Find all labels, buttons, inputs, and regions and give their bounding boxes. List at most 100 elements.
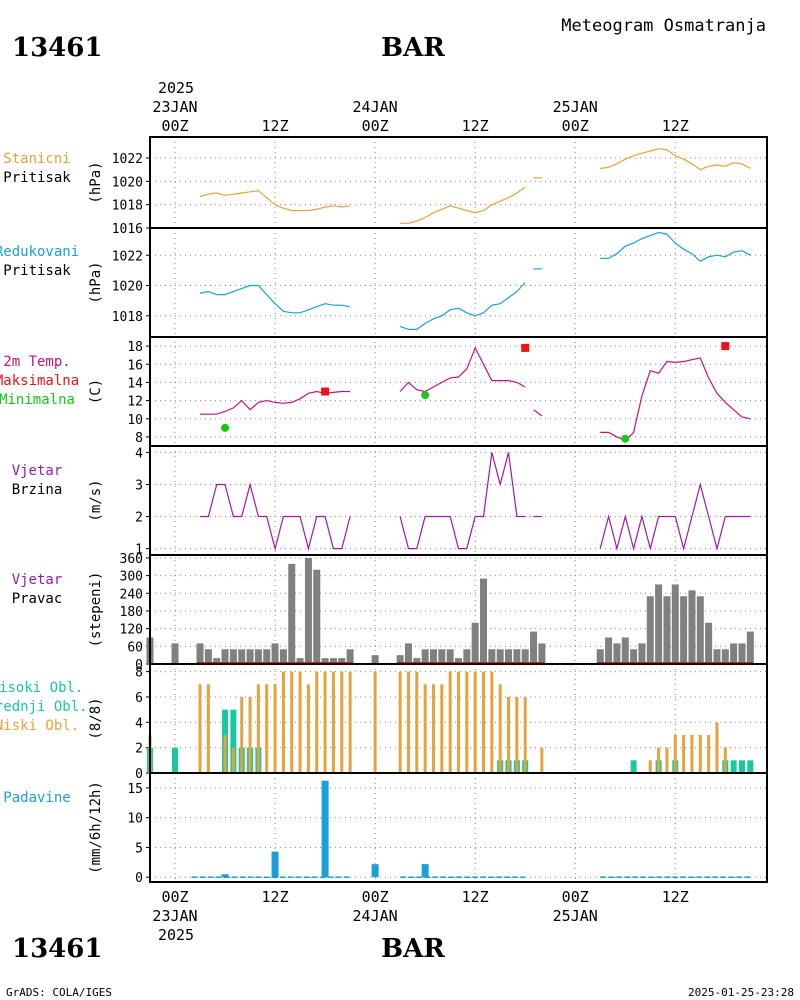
- direction-bar: [738, 643, 746, 664]
- y-tick-label: 10: [127, 812, 143, 827]
- direction-bar: [279, 649, 287, 664]
- direction-bar: [455, 658, 462, 664]
- direction-bar: [304, 557, 312, 664]
- low-cloud-bar: [223, 734, 227, 773]
- panel-7: 0 5 10 15 (mm/6h/12h) Padavine: [3, 772, 768, 886]
- panel-label: Pritisak: [3, 170, 71, 186]
- panel-4: 1 2 3 4 (m/s) Vjetar Brzina: [12, 445, 768, 558]
- precip-bar: [371, 864, 379, 878]
- panel-frame: [149, 445, 768, 556]
- low-cloud-bar: [248, 696, 252, 773]
- direction-bar: [488, 649, 496, 664]
- time-tick-label: 12Z: [462, 888, 489, 906]
- tmax-marker: [721, 342, 730, 351]
- panel-5: 0 60 120 180 240 300 360 (stepeni) Vjetar Pravac: [12, 552, 768, 673]
- axis-year-top: 2025: [158, 79, 194, 97]
- direction-bar: [713, 649, 721, 664]
- direction-bar: [438, 649, 446, 664]
- series-line: [199, 190, 351, 212]
- low-cloud-bar: [281, 671, 285, 773]
- direction-bar: [513, 649, 521, 664]
- y-tick-label: 15: [127, 782, 143, 797]
- direction-bar: [655, 584, 663, 664]
- low-cloud-bar: [482, 671, 486, 773]
- direction-bar: [446, 649, 454, 664]
- direction-bar: [288, 563, 296, 664]
- y-tick-label: 3: [135, 478, 143, 493]
- series-line: [400, 186, 526, 224]
- panel-3: 8 10 12 14 16 18 (C) 2m Temp. Maksimalna Minimaln…: [0, 336, 768, 447]
- low-cloud-bar: [406, 671, 410, 773]
- direction-bar: [246, 649, 254, 664]
- low-cloud-bar: [723, 747, 727, 773]
- low-cloud-bar: [398, 671, 402, 773]
- low-cloud-bar: [715, 722, 719, 773]
- low-cloud-bar: [306, 684, 310, 773]
- y-axis-label: (hPa): [88, 161, 104, 203]
- y-tick-label: 300: [120, 570, 143, 585]
- direction-bar: [721, 649, 729, 664]
- low-cloud-bar: [448, 671, 452, 773]
- direction-bar: [196, 643, 204, 664]
- y-tick-label: 8: [135, 666, 143, 681]
- direction-bar: [663, 596, 671, 664]
- low-cloud-bar: [498, 684, 502, 773]
- y-tick-label: 0: [135, 658, 143, 673]
- low-cloud-bar: [273, 684, 277, 773]
- direction-bar: [338, 658, 346, 664]
- direction-bar: [296, 658, 304, 664]
- time-tick-label: 12Z: [262, 117, 289, 135]
- direction-bar: [413, 658, 421, 664]
- series-line: [200, 482, 351, 551]
- y-tick-label: 6: [135, 691, 143, 706]
- time-day-label: 25JAN: [553, 98, 598, 116]
- panel-label: Pravac: [12, 591, 63, 607]
- direction-bar: [538, 643, 546, 664]
- low-cloud-bar: [415, 671, 419, 773]
- y-tick-label: 1: [135, 543, 143, 558]
- tmax-marker: [321, 387, 330, 396]
- direction-bar: [630, 649, 638, 664]
- panel-label: Srednji Obl.: [0, 699, 88, 715]
- low-cloud-bar: [507, 696, 511, 773]
- direction-bar: [530, 631, 538, 664]
- station-id-top: 13461: [12, 33, 102, 63]
- panel-label: Vjetar: [12, 572, 63, 588]
- low-cloud-bar: [423, 684, 427, 773]
- y-tick-label: 60: [127, 640, 143, 655]
- low-cloud-bar: [240, 696, 244, 773]
- direction-bar: [321, 658, 329, 664]
- panel-label: Padavine: [3, 790, 70, 806]
- time-day-label: 23JAN: [152, 907, 197, 925]
- footer-timestamp: 2025-01-25-23:28: [688, 986, 794, 999]
- low-cloud-bar: [523, 696, 527, 773]
- low-cloud-bar: [348, 671, 352, 773]
- direction-bar: [746, 631, 754, 664]
- low-cloud-bar: [457, 671, 460, 773]
- y-tick-label: 1022: [112, 152, 143, 167]
- direction-bar: [254, 649, 262, 664]
- footer-credit: GrADS: COLA/IGES: [6, 986, 112, 999]
- y-tick-label: 14: [127, 376, 143, 391]
- time-day-label: 24JAN: [353, 98, 398, 116]
- direction-bar: [680, 596, 688, 664]
- direction-bar: [263, 649, 271, 664]
- y-axis-label: (hPa): [88, 261, 104, 303]
- time-day-label: 23JAN: [152, 98, 197, 116]
- panel-frame: [149, 772, 768, 883]
- direction-bar: [429, 649, 437, 664]
- tmax-marker: [521, 343, 530, 352]
- series-line: [533, 409, 543, 417]
- direction-bar: [705, 622, 713, 664]
- station-name-bottom: BAR: [381, 934, 445, 964]
- direction-bar: [171, 643, 179, 664]
- time-tick-label: 00Z: [161, 117, 188, 135]
- direction-bar: [471, 622, 479, 664]
- direction-bar: [496, 649, 504, 664]
- low-cloud-bar: [265, 684, 269, 773]
- time-tick-label: 12Z: [662, 888, 689, 906]
- y-tick-label: 16: [127, 358, 143, 373]
- low-cloud-bar: [707, 734, 711, 773]
- low-cloud-bar: [198, 684, 202, 773]
